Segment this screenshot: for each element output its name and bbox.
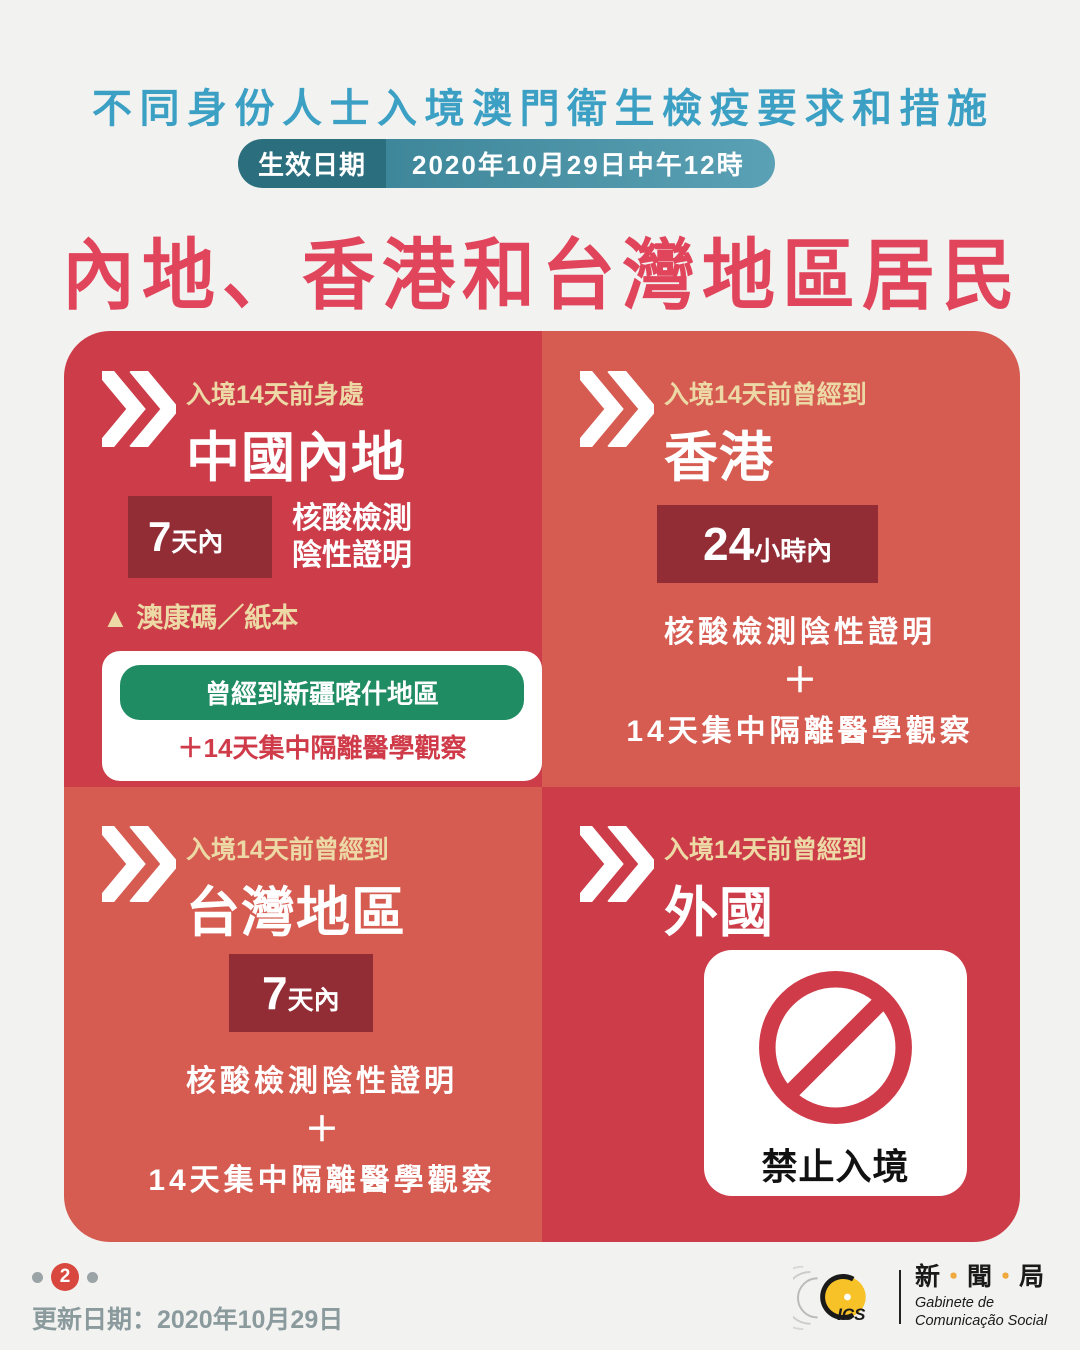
- svg-text:ICS: ICS: [837, 1305, 866, 1324]
